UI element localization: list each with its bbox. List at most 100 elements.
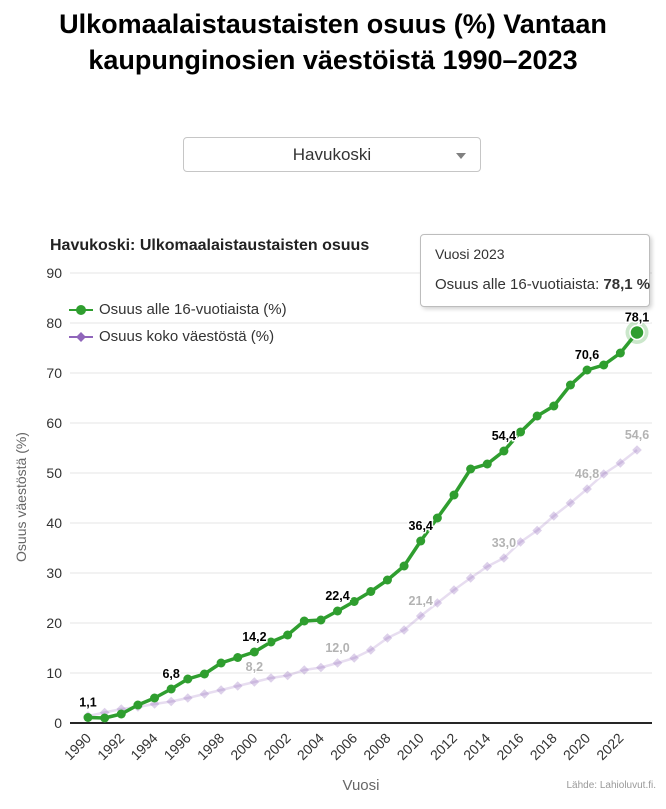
data-label: 54,4 bbox=[492, 429, 516, 443]
data-point[interactable] bbox=[382, 575, 392, 585]
tooltip-year: Vuosi 2023 bbox=[435, 246, 505, 262]
data-point[interactable] bbox=[216, 685, 226, 695]
data-point[interactable] bbox=[166, 696, 176, 707]
data-point[interactable] bbox=[416, 536, 426, 546]
x-axis-title: Vuosi bbox=[342, 777, 380, 794]
data-point[interactable] bbox=[632, 445, 642, 455]
data-point[interactable] bbox=[150, 693, 160, 703]
x-tick-label: 2022 bbox=[593, 730, 626, 763]
data-point[interactable] bbox=[232, 681, 243, 691]
data-point[interactable] bbox=[83, 713, 93, 722]
data-point[interactable] bbox=[349, 653, 359, 663]
data-point[interactable] bbox=[282, 670, 293, 681]
legend-label-under16: Osuus alle 16-vuotiaista (%) bbox=[99, 301, 287, 318]
data-label: 70,6 bbox=[575, 348, 599, 362]
data-point[interactable] bbox=[266, 637, 276, 647]
data-point[interactable] bbox=[299, 616, 309, 626]
data-point[interactable] bbox=[166, 684, 176, 694]
data-point[interactable] bbox=[516, 427, 526, 437]
hovered-data-point[interactable] bbox=[629, 324, 645, 341]
y-tick-label: 40 bbox=[46, 515, 62, 531]
x-tick-label: 2020 bbox=[560, 730, 593, 763]
data-point[interactable] bbox=[499, 446, 509, 456]
x-tick-label: 1996 bbox=[161, 730, 194, 763]
data-point[interactable] bbox=[332, 658, 343, 668]
series-line-1[interactable] bbox=[87, 449, 638, 718]
data-point[interactable] bbox=[449, 490, 459, 500]
data-label: 36,4 bbox=[409, 519, 433, 533]
data-point[interactable] bbox=[316, 662, 326, 673]
x-tick-label: 2006 bbox=[327, 730, 360, 763]
x-tick-label: 2010 bbox=[394, 730, 427, 763]
legend-item-under16[interactable]: Osuus alle 16-vuotiaista (%) bbox=[68, 296, 287, 323]
x-tick-label: 2018 bbox=[527, 730, 560, 763]
data-point[interactable] bbox=[615, 458, 626, 468]
y-axis-title: Osuus väestöstä (%) bbox=[13, 432, 29, 562]
data-label: 21,4 bbox=[409, 594, 433, 608]
data-label: 33,0 bbox=[492, 536, 516, 550]
legend-item-total[interactable]: Osuus koko väestöstä (%) bbox=[68, 323, 287, 350]
data-point[interactable] bbox=[482, 459, 492, 469]
x-tick-label: 2000 bbox=[227, 730, 260, 763]
chart-legend: Osuus alle 16-vuotiaista (%) Osuus koko … bbox=[68, 296, 287, 350]
district-select[interactable]: Havukoski bbox=[183, 137, 481, 172]
page-title: Ulkomaalaistaustaisten osuus (%) Vantaan… bbox=[59, 9, 607, 76]
data-label: 6,8 bbox=[162, 667, 179, 681]
x-tick-label: 2012 bbox=[427, 730, 460, 763]
data-label: 1,1 bbox=[79, 696, 96, 710]
x-tick-label: 2016 bbox=[493, 730, 526, 763]
data-point[interactable] bbox=[565, 498, 576, 508]
source-credit: Lähde: Lahioluvut.fi. bbox=[566, 780, 656, 791]
data-point[interactable] bbox=[249, 677, 260, 687]
data-point[interactable] bbox=[598, 469, 609, 479]
tooltip-value: 78,1 % bbox=[603, 276, 651, 293]
data-point[interactable] bbox=[349, 597, 359, 606]
district-select-value: Havukoski bbox=[292, 144, 372, 164]
data-point[interactable] bbox=[199, 689, 210, 699]
x-tick-label: 1992 bbox=[94, 730, 127, 763]
data-point[interactable] bbox=[133, 700, 143, 710]
data-point[interactable] bbox=[366, 587, 376, 596]
data-point[interactable] bbox=[266, 673, 276, 683]
y-tick-label: 30 bbox=[46, 565, 62, 581]
series-line-0[interactable] bbox=[87, 331, 639, 720]
data-point[interactable] bbox=[316, 615, 326, 625]
data-point[interactable] bbox=[249, 647, 259, 657]
data-label: 54,6 bbox=[625, 428, 649, 442]
data-label: 46,8 bbox=[575, 467, 599, 481]
y-tick-label: 80 bbox=[46, 315, 62, 331]
data-label: 14,2 bbox=[242, 630, 266, 644]
data-point[interactable] bbox=[615, 348, 625, 358]
data-point[interactable] bbox=[199, 669, 209, 679]
data-point[interactable] bbox=[582, 365, 592, 375]
legend-marker-diamond-icon bbox=[69, 331, 93, 342]
data-point[interactable] bbox=[116, 709, 126, 719]
legend-label-total: Osuus koko väestöstä (%) bbox=[99, 328, 275, 345]
data-point[interactable] bbox=[532, 411, 542, 421]
data-point[interactable] bbox=[432, 513, 442, 523]
data-point[interactable] bbox=[599, 360, 609, 370]
data-point[interactable] bbox=[233, 653, 243, 662]
data-point[interactable] bbox=[549, 401, 559, 411]
data-point[interactable] bbox=[466, 464, 476, 474]
data-label: 8,2 bbox=[246, 660, 263, 674]
data-point[interactable] bbox=[183, 693, 193, 703]
y-tick-label: 50 bbox=[46, 465, 62, 481]
data-point[interactable] bbox=[399, 561, 409, 571]
x-tick-label: 2014 bbox=[460, 730, 493, 763]
data-point[interactable] bbox=[216, 658, 226, 668]
data-point[interactable] bbox=[565, 380, 575, 390]
data-point[interactable] bbox=[100, 713, 110, 723]
chevron-down-icon bbox=[456, 153, 466, 159]
legend-marker-circle-icon bbox=[69, 304, 93, 315]
data-point[interactable] bbox=[283, 630, 293, 640]
data-point[interactable] bbox=[183, 674, 193, 684]
y-tick-label: 0 bbox=[54, 715, 62, 731]
data-point[interactable] bbox=[582, 484, 592, 494]
y-tick-label: 60 bbox=[46, 415, 62, 431]
data-label: 22,4 bbox=[325, 589, 349, 603]
data-point[interactable] bbox=[333, 606, 343, 616]
x-tick-label: 2002 bbox=[260, 730, 293, 763]
